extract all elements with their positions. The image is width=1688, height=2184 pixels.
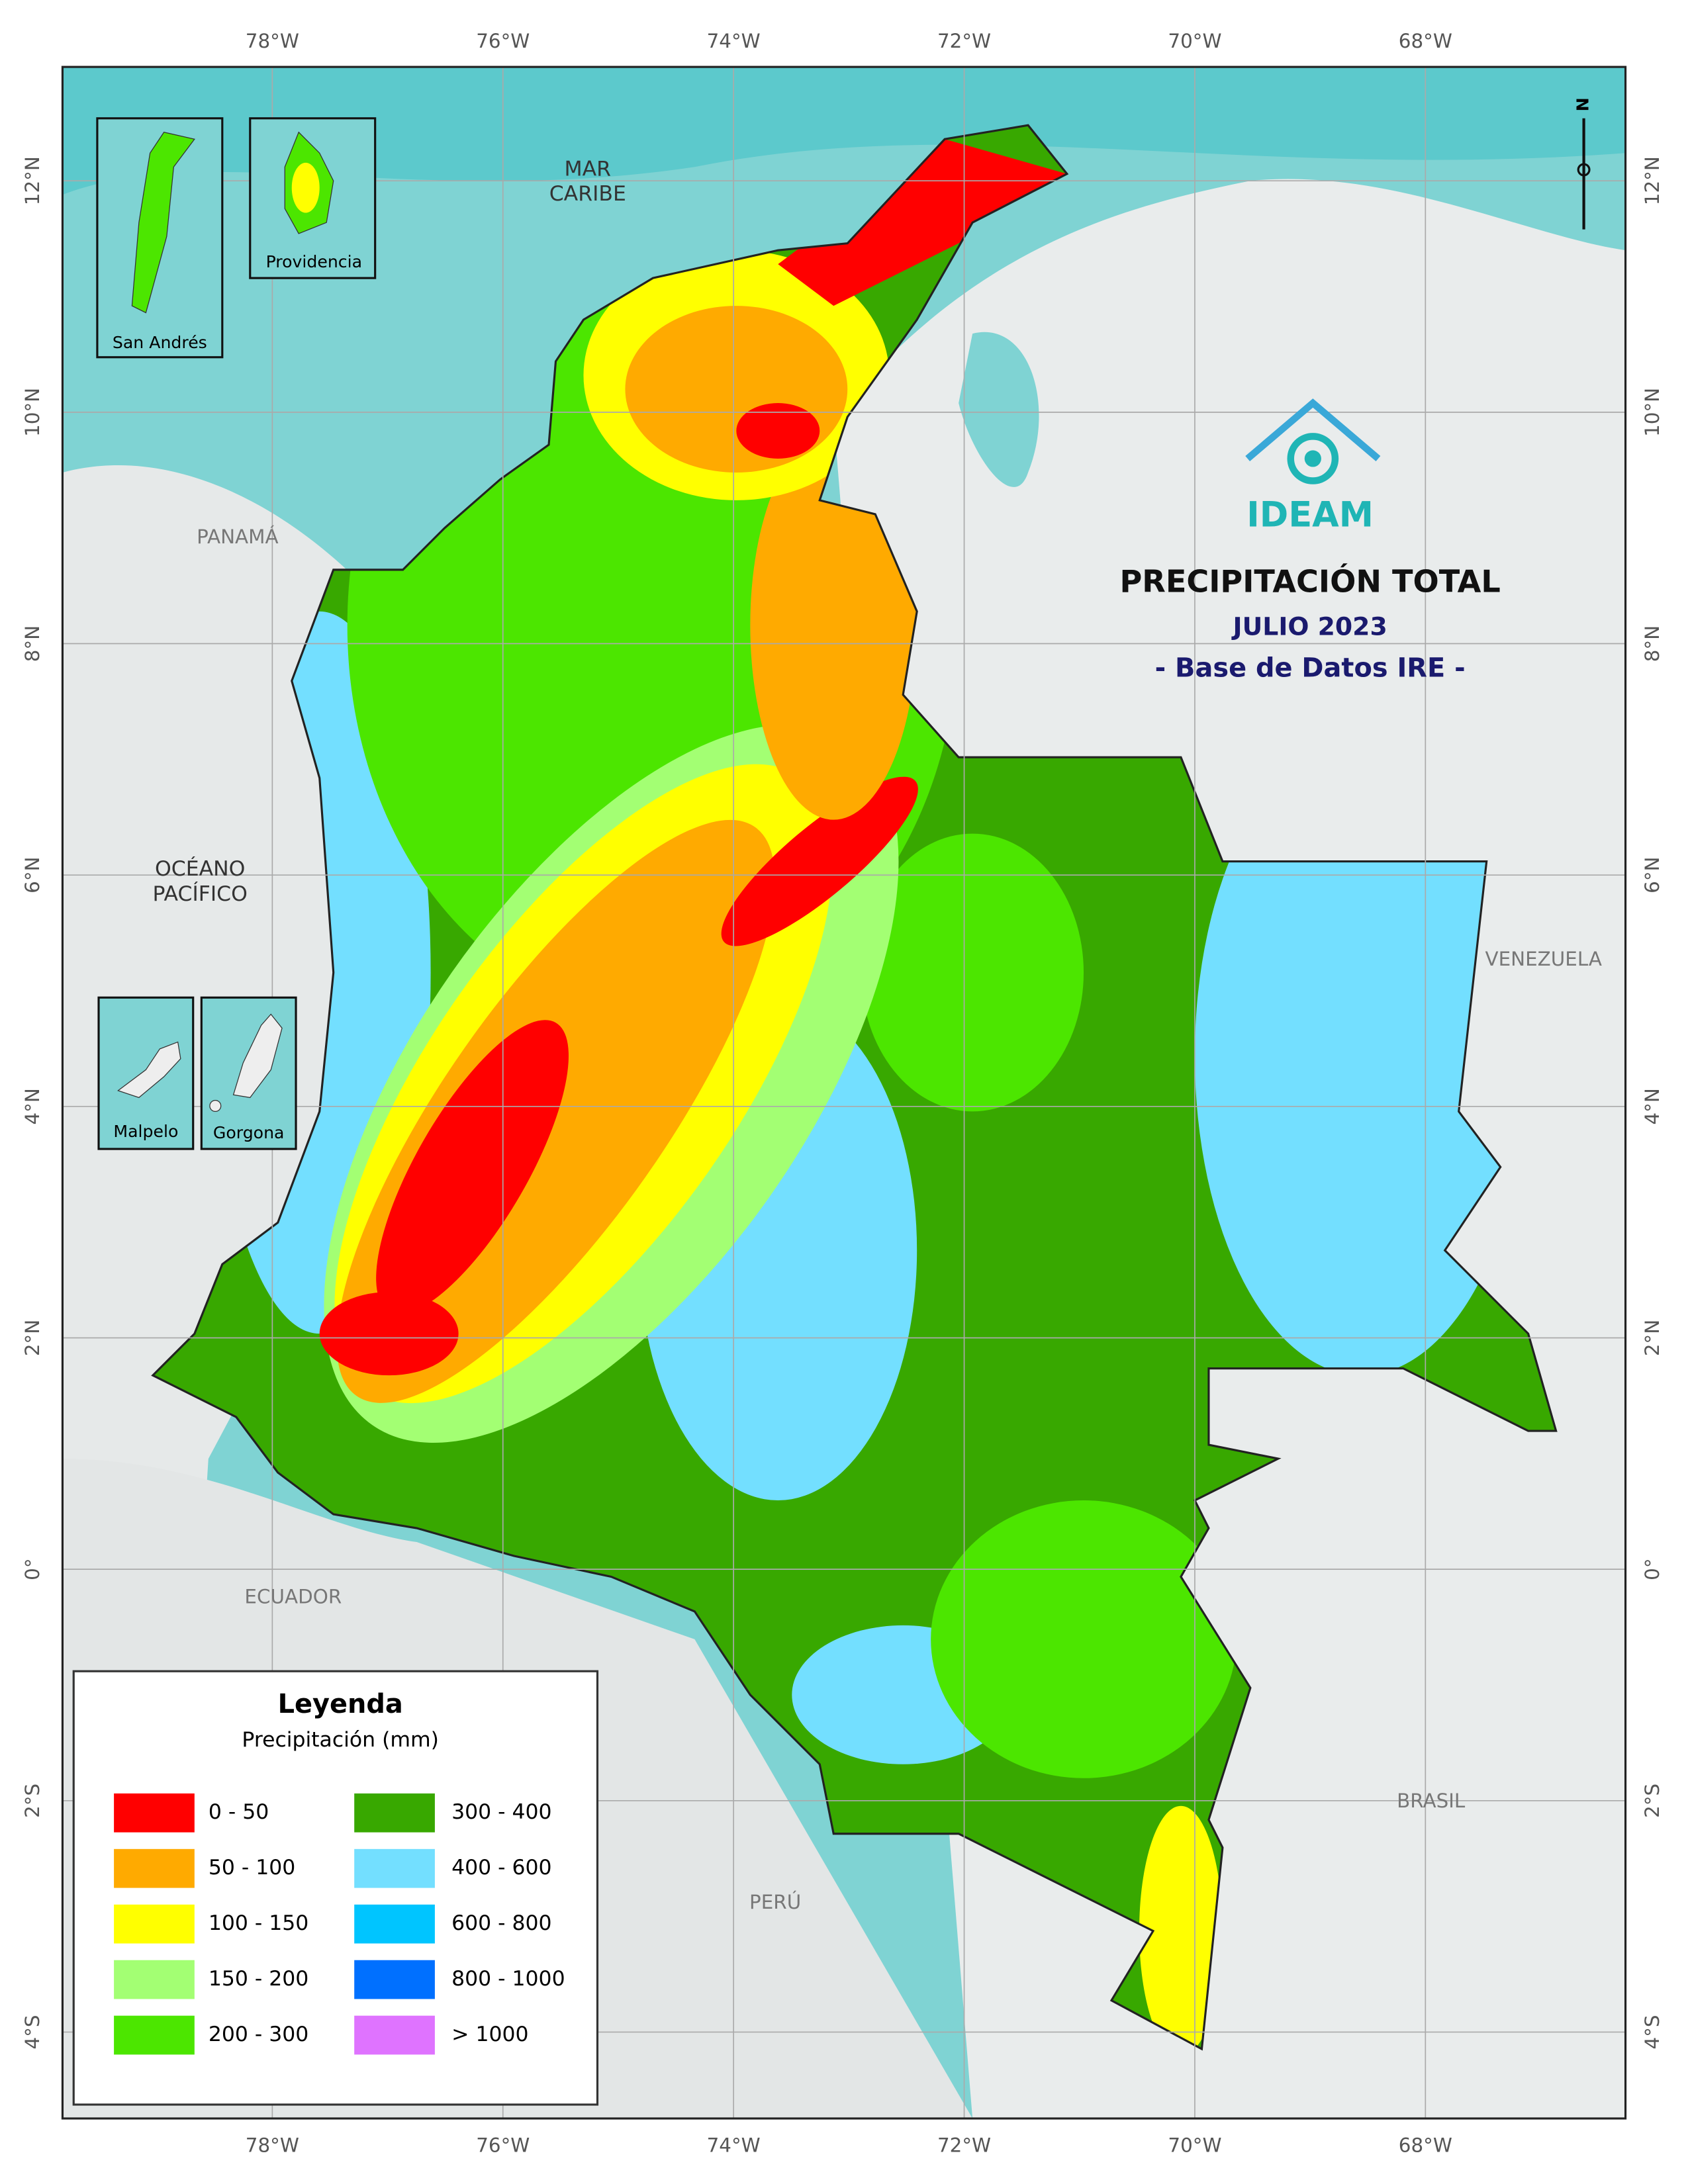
country-label: BRASIL [1397,1790,1466,1812]
legend-swatch [114,1848,195,1888]
frame [61,66,1627,2120]
sea-label: MAR [565,157,612,181]
inset-gorgona: Gorgona [200,996,297,1150]
legend-label: 600 - 800 [451,1911,552,1935]
zone [736,403,820,459]
latitude-label: 2°N [1641,1320,1664,1356]
legend-label: 100 - 150 [209,1911,309,1935]
legend-subtitle: Precipitación (mm) [242,1728,439,1752]
legend-label: 150 - 200 [209,1967,309,1991]
latitude-label: 10°N [1641,388,1664,437]
legend-swatch [354,2015,435,2055]
latitude-label: 6°N [21,856,44,893]
deep-sea [62,67,1626,195]
latitude-label: 2°N [21,1320,44,1356]
legend-label: 300 - 400 [451,1800,552,1824]
zone [625,306,848,473]
legend-label: > 1000 [451,2023,528,2046]
subtitle: JULIO 2023 [1231,612,1387,641]
latitude-label: 2°S [21,1784,44,1818]
longitude-label: 74°W [707,2134,761,2156]
longitude-label: 70°W [1168,2134,1221,2156]
north-arrow: N [1573,97,1593,230]
inset-label: Gorgona [213,1123,285,1142]
latitude-label: 4°S [1641,2015,1664,2049]
inset-san-andres: San Andrés [96,117,224,359]
zone [750,430,917,820]
country-label: ECUADOR [244,1585,342,1608]
country-label: PERÚ [749,1889,801,1913]
longitude-label: 76°W [476,2134,530,2156]
country-label: VENEZUELA [1485,948,1602,970]
legend: Leyenda Precipitación (mm) 0 - 50 50 - 10… [72,1670,599,2106]
latitude-label: 2°S [1641,1784,1664,1818]
latitude-label: 4°S [21,2015,44,2049]
latitude-label: 10°N [21,388,44,437]
graticule-labels: 78°W 78°W 76°W 76°W 74°W 74°W 72°W 72°W 70°W 70°W… [21,30,1664,2157]
legend-swatch [354,1848,435,1888]
latitude-label: 12°N [21,156,44,205]
longitude-label: 78°W [246,2134,299,2156]
longitude-label: 68°W [1399,2134,1452,2156]
zone [1139,1805,1223,2050]
legend-swatch [114,1904,195,1944]
lake-maracaibo [959,332,1039,487]
zone [721,776,918,946]
inset-label: Malpelo [113,1122,178,1141]
longitude-label: 72°W [937,30,991,52]
latitude-label: 4°N [21,1088,44,1124]
source: - Base de Datos IRE - [1155,653,1466,683]
zone [1194,736,1528,1376]
legend-label: 800 - 1000 [451,1967,565,1991]
longitude-label: 72°W [937,2134,991,2156]
inset-label: San Andrés [113,333,207,352]
longitude-label: 78°W [246,30,299,52]
title: PRECIPITACIÓN TOTAL [1119,563,1500,599]
sea-label: CARIBE [549,182,626,206]
zone [861,833,1084,1112]
sea-label: OCÉANO [155,856,245,881]
latitude-label: 12°N [1641,156,1664,205]
inset-malpelo: Malpelo [97,996,195,1150]
inset-providencia: Providencia [249,117,377,279]
logo: IDEAM [1245,398,1381,535]
north-label: N [1573,97,1593,111]
legend-label: 50 - 100 [209,1856,295,1880]
legend-swatch [354,1960,435,1999]
inset-label: Providencia [266,252,363,271]
longitude-label: 70°W [1168,30,1221,52]
legend-label: 0 - 50 [209,1800,269,1824]
sea-label: PACÍFICO [153,881,248,906]
latitude-label: 8°N [1641,625,1664,662]
latitude-label: 6°N [1641,856,1664,893]
longitude-label: 74°W [707,30,761,52]
legend-swatch [114,2015,195,2055]
legend-title: Leyenda [278,1689,403,1719]
latitude-label: 8°N [21,625,44,662]
legend-label: 400 - 600 [451,1856,552,1880]
zone [319,1292,459,1376]
country-label: PANAMÁ [197,525,278,548]
latitude-label: 0° [21,1558,44,1580]
latitude-label: 0° [1641,1558,1664,1580]
legend-swatch [354,1793,435,1833]
longitude-label: 68°W [1399,30,1452,52]
legend-swatch [114,1793,195,1833]
latitude-label: 4°N [1641,1088,1664,1124]
legend-swatch [354,1904,435,1944]
logo-text: IDEAM [1246,495,1374,535]
legend-label: 200 - 300 [209,2023,309,2046]
longitude-label: 76°W [476,30,530,52]
zone [931,1500,1237,1778]
zone [376,1020,569,1314]
legend-swatch [114,1960,195,1999]
